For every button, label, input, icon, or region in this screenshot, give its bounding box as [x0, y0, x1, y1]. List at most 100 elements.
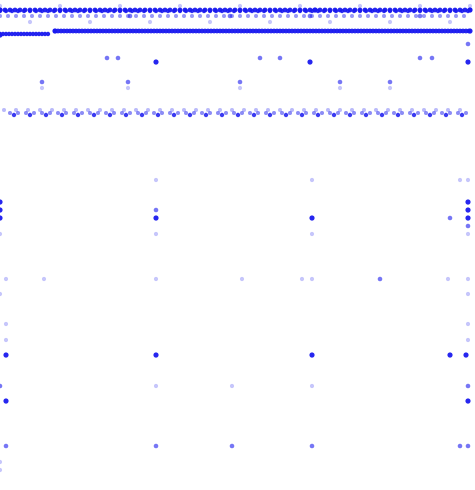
scatter-point [288, 111, 292, 115]
scatter-point [24, 111, 28, 115]
scatter-point [307, 59, 313, 65]
scatter-point [362, 108, 366, 112]
scatter-point [299, 112, 305, 118]
scatter-point [237, 79, 243, 85]
scatter-point [307, 13, 313, 19]
scatter-point [309, 215, 315, 221]
scatter-point [336, 111, 340, 115]
scatter-point [128, 111, 132, 115]
scatter-point [312, 7, 318, 13]
scatter-point [153, 8, 159, 14]
scatter-point [0, 3, 3, 9]
scatter-point [75, 8, 81, 14]
scatter-point [427, 112, 433, 118]
scatter-point [134, 108, 138, 112]
scatter-point [0, 467, 3, 473]
scatter-point [381, 8, 387, 14]
scatter-point [96, 111, 100, 115]
scatter-point [48, 111, 52, 115]
scatter-point [339, 8, 345, 14]
scatter-point [51, 8, 57, 14]
scatter-point [382, 14, 386, 18]
scatter-point [46, 14, 50, 18]
scatter-point [446, 108, 450, 112]
scatter-point [387, 79, 393, 85]
scatter-point [294, 14, 298, 18]
scatter-point [171, 8, 177, 14]
scatter-point [3, 398, 9, 404]
scatter-point [9, 8, 15, 14]
scatter-point [465, 337, 471, 343]
scatter-point [147, 19, 153, 25]
scatter-point [417, 55, 423, 61]
scatter-point [125, 85, 131, 91]
scatter-point [363, 112, 369, 118]
scatter-point [408, 111, 412, 115]
scatter-point [358, 14, 362, 18]
scatter-point [64, 111, 68, 115]
scatter-point [243, 8, 249, 14]
scatter-point [430, 14, 434, 18]
scatter-point [290, 108, 294, 112]
scatter-point [3, 443, 9, 449]
scatter-point [110, 14, 114, 18]
scatter-point [416, 111, 420, 115]
scatter-point [246, 14, 250, 18]
scatter-point [240, 111, 244, 115]
scatter-point [283, 112, 289, 118]
scatter-point [446, 14, 450, 18]
scatter-point [239, 276, 245, 282]
scatter-point [0, 459, 3, 465]
scatter-point [366, 14, 370, 18]
scatter-point [344, 111, 348, 115]
scatter-point [0, 32, 3, 38]
scatter-point [237, 8, 243, 14]
scatter-point [267, 19, 273, 25]
scatter-point [314, 108, 318, 112]
scatter-point [375, 8, 381, 14]
scatter-point [395, 112, 401, 118]
scatter-point [192, 111, 196, 115]
scatter-point [350, 108, 354, 112]
scatter-point [465, 443, 471, 449]
scatter-point [222, 14, 226, 18]
scatter-point [139, 112, 145, 118]
scatter-point [326, 108, 330, 112]
scatter-point [159, 8, 165, 14]
scatter-point [190, 14, 194, 18]
scatter-point [357, 3, 363, 9]
scatter-point [467, 3, 473, 9]
scatter-point [435, 8, 441, 14]
scatter-point [459, 8, 465, 14]
scatter-point [350, 14, 354, 18]
scatter-point [93, 8, 99, 14]
scatter-point [232, 111, 236, 115]
scatter-point [238, 14, 242, 18]
scatter-point [256, 111, 260, 115]
scatter-point [302, 108, 306, 112]
scatter-point [0, 199, 3, 205]
scatter-point [102, 14, 106, 18]
scatter-point [297, 8, 303, 14]
scatter-point [296, 111, 300, 115]
scatter-point [150, 14, 154, 18]
scatter-point [326, 14, 330, 18]
scatter-point [465, 215, 471, 221]
scatter-point [115, 55, 121, 61]
scatter-point [41, 276, 47, 282]
scatter-point [160, 111, 164, 115]
scatter-point [406, 14, 410, 18]
scatter-point [27, 8, 33, 14]
scatter-point [174, 14, 178, 18]
scatter-point [447, 352, 453, 358]
scatter-point [297, 3, 303, 9]
scatter-point [176, 111, 180, 115]
scatter-point [147, 8, 153, 14]
scatter-point [376, 111, 380, 115]
scatter-point [331, 112, 337, 118]
scatter-point [467, 28, 473, 34]
scatter-point [411, 8, 417, 14]
scatter-point [6, 14, 10, 18]
